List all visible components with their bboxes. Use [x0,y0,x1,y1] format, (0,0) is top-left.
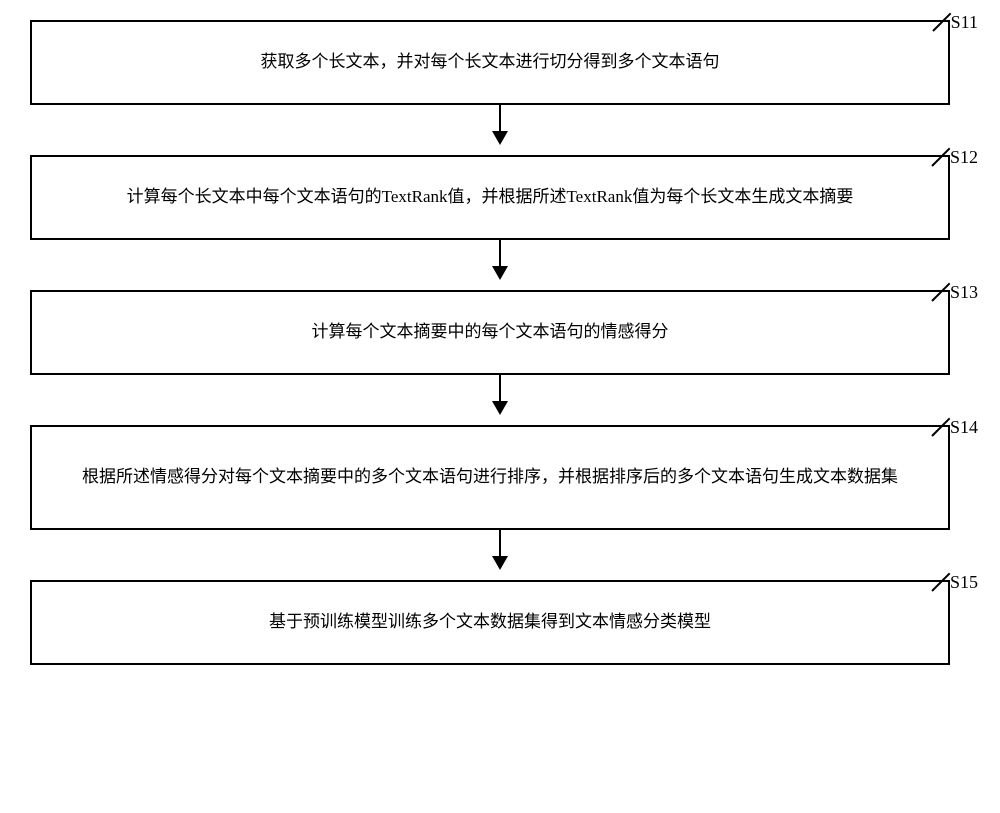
arrow-container [40,105,960,155]
step-container-s14: 根据所述情感得分对每个文本摘要中的多个文本语句进行排序，并根据排序后的多个文本语… [30,425,970,530]
step-text: 基于预训练模型训练多个文本数据集得到文本情感分类模型 [269,608,711,637]
step-box-s14: 根据所述情感得分对每个文本摘要中的多个文本语句进行排序，并根据排序后的多个文本语… [30,425,950,530]
arrow-icon [499,240,501,278]
arrow-icon [499,530,501,568]
step-box-s13: 计算每个文本摘要中的每个文本语句的情感得分 [30,290,950,375]
arrow-container [40,375,960,425]
arrow-container [40,530,960,580]
arrow-icon [499,375,501,413]
step-id: S14 [950,417,978,438]
step-box-s11: 获取多个长文本，并对每个长文本进行切分得到多个文本语句 [30,20,950,105]
step-label-s15: S15 [932,572,978,593]
step-label-s12: S12 [932,147,978,168]
step-id: S13 [950,282,978,303]
step-text: 根据所述情感得分对每个文本摘要中的多个文本语句进行排序，并根据排序后的多个文本语… [82,463,898,492]
step-box-s12: 计算每个长文本中每个文本语句的TextRank值，并根据所述TextRank值为… [30,155,950,240]
step-id: S12 [950,147,978,168]
step-label-s13: S13 [932,282,978,303]
step-text: 计算每个文本摘要中的每个文本语句的情感得分 [312,318,669,347]
step-label-s14: S14 [932,417,978,438]
step-id: S11 [951,12,978,33]
arrow-container [40,240,960,290]
step-text: 计算每个长文本中每个文本语句的TextRank值，并根据所述TextRank值为… [127,183,854,212]
step-container-s11: 获取多个长文本，并对每个长文本进行切分得到多个文本语句 S11 [30,20,970,105]
step-container-s15: 基于预训练模型训练多个文本数据集得到文本情感分类模型 S15 [30,580,970,665]
arrow-icon [499,105,501,143]
step-box-s15: 基于预训练模型训练多个文本数据集得到文本情感分类模型 [30,580,950,665]
flowchart-container: 获取多个长文本，并对每个长文本进行切分得到多个文本语句 S11 计算每个长文本中… [30,20,970,665]
step-container-s13: 计算每个文本摘要中的每个文本语句的情感得分 S13 [30,290,970,375]
step-label-s11: S11 [933,12,978,33]
step-text: 获取多个长文本，并对每个长文本进行切分得到多个文本语句 [261,48,720,77]
step-container-s12: 计算每个长文本中每个文本语句的TextRank值，并根据所述TextRank值为… [30,155,970,240]
step-id: S15 [950,572,978,593]
